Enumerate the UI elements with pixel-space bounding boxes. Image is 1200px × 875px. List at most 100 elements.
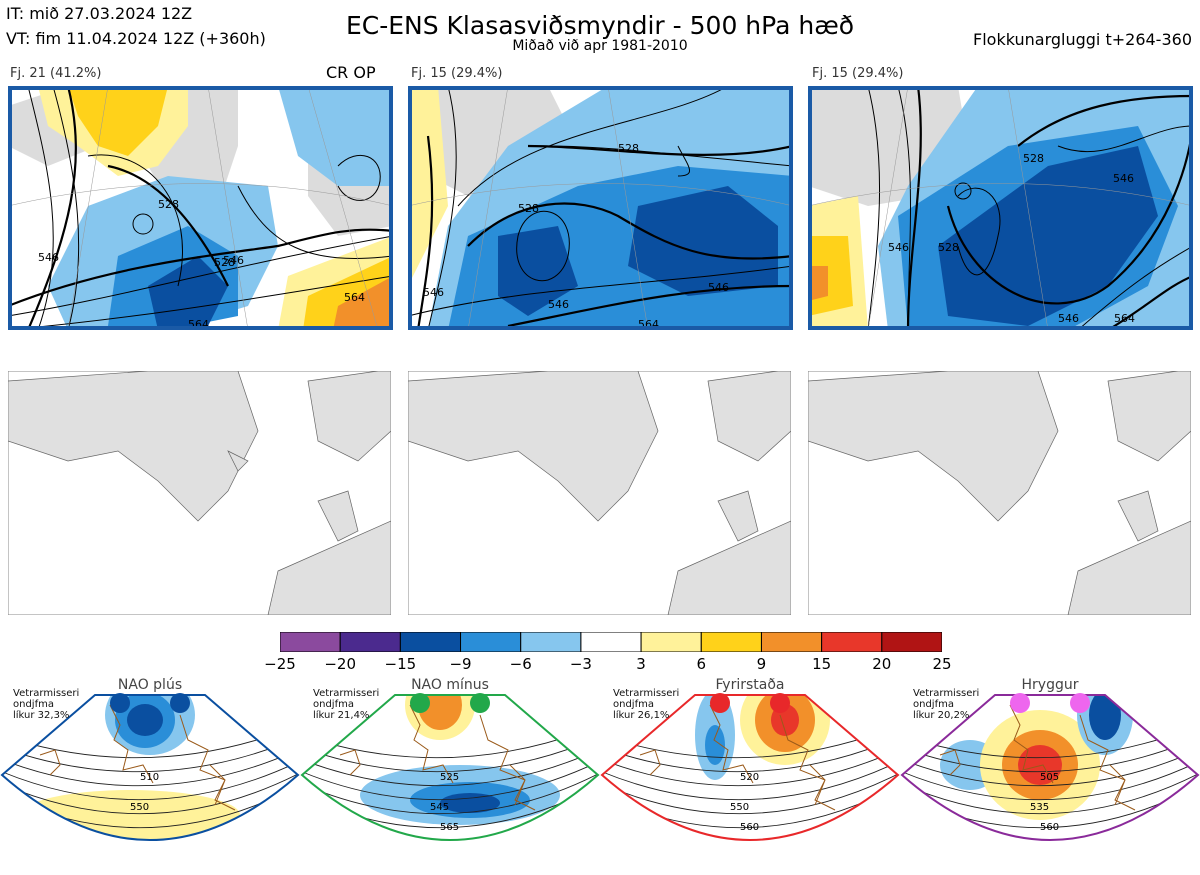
regime-info-line: Vetrarmisseri: [313, 688, 380, 699]
valid-time: VT: fim 11.04.2024 12Z (+360h): [6, 29, 266, 48]
contour-label: 528: [618, 142, 639, 155]
regime-info-line: ondjfma: [613, 699, 654, 710]
regime-contour-label: 520: [740, 772, 759, 783]
colorbar: [279, 631, 943, 653]
regime-info: Vetrarmisseri ondjfma líkur 32,3%: [13, 688, 79, 721]
colorbar-tick-label: 9: [756, 655, 767, 673]
regime-frame: [300, 694, 600, 841]
regime-dot: [710, 693, 730, 713]
regime-dot: [770, 693, 790, 713]
anomaly-blob: [127, 704, 163, 736]
contour-label: 546: [888, 241, 909, 254]
anomaly-blob: [418, 695, 462, 730]
anomaly-blob: [1089, 695, 1121, 740]
regime-info-line: ondjfma: [13, 699, 54, 710]
initial-time: IT: mið 27.03.2024 12Z: [6, 4, 193, 23]
colorbar-swatch: [760, 631, 823, 653]
empty-map-2: [408, 371, 791, 615]
contour-line: [902, 760, 1198, 801]
anomaly-blob: [440, 793, 500, 813]
contour-label: 528: [158, 198, 179, 211]
colorbar-tick-label: 25: [932, 655, 952, 673]
regime-dot: [1010, 693, 1030, 713]
regime-name: NAO plús: [117, 677, 183, 693]
regime-name: NAO mínus: [411, 677, 489, 693]
regime-frame: [600, 694, 900, 841]
contour-line: [902, 772, 1198, 815]
cluster-1-badge: CR OP: [326, 63, 376, 82]
contour-line: [602, 748, 898, 787]
anomaly-blob: [705, 725, 725, 765]
cluster-map-3: 546 528 528 546 546 564: [808, 86, 1193, 330]
contour-line: [2, 772, 298, 815]
colorbar-swatch: [640, 631, 702, 653]
colorbar-swatch: [580, 631, 642, 653]
regime-info: Vetrarmisseri ondjfma líkur 21,4%: [313, 688, 379, 721]
regime-dot: [470, 693, 490, 713]
cluster-map-1: 528 528 546 546 564 564: [8, 86, 393, 330]
regime-contour-label: 550: [730, 802, 749, 813]
regimes-row: 510 550 525 545 565 520 550 560 505 535 560: [0, 675, 1200, 871]
contour-line: [302, 772, 598, 815]
colorbar-tick-label: 15: [812, 655, 832, 673]
regime-info-line: líkur 20,2%: [913, 710, 970, 721]
colorbar-swatch: [279, 631, 341, 653]
regime-panel: 520 550 560: [600, 693, 900, 841]
cluster-1-label: Fj. 21 (41.2%): [10, 66, 102, 81]
regime-contour-label: 550: [130, 802, 149, 813]
anomaly-blob: [20, 790, 240, 840]
regime-contour-label: 545: [430, 802, 449, 813]
regime-dot: [1070, 693, 1090, 713]
contour-line: [602, 736, 898, 773]
contour-label: 546: [38, 251, 59, 264]
regime-contour-label: 510: [140, 772, 159, 783]
regime-contour-label: 560: [740, 822, 759, 833]
regime-info-line: ondjfma: [913, 699, 954, 710]
colorbar-swatch: [339, 631, 401, 653]
contour-line: [302, 736, 598, 773]
contour-label: 546: [1113, 172, 1134, 185]
coastline: [339, 704, 536, 811]
regime-info-line: ondjfma: [313, 699, 354, 710]
colorbar-tick-label: −9: [449, 655, 472, 673]
contour-label: 528: [518, 202, 539, 215]
contour-label: 528: [1023, 152, 1044, 165]
regime-info-line: Vetrarmisseri: [13, 688, 80, 699]
colorbar-tick-label: 3: [636, 655, 646, 673]
contour-line: [2, 748, 298, 787]
regime-contour-label: 565: [440, 822, 459, 833]
colorbar-swatch: [881, 631, 943, 653]
regime-contour-label: 505: [1040, 772, 1059, 783]
regime-dot: [410, 693, 430, 713]
regime-info: Vetrarmisseri ondjfma líkur 26,1%: [613, 688, 679, 721]
colorbar-swatch: [460, 631, 522, 653]
cluster-3-label: Fj. 15 (29.4%): [812, 66, 904, 81]
colorbar-tick-label: −20: [324, 655, 356, 673]
regime-dot: [170, 693, 190, 713]
colorbar-swatch: [520, 631, 582, 653]
regime-contour-label: 535: [1030, 802, 1049, 813]
contour-line: [2, 760, 298, 801]
contour-label: 546: [223, 254, 244, 267]
regime-info-line: líkur 26,1%: [613, 710, 670, 721]
anomaly-blob: [1018, 745, 1062, 785]
regime-contour-label: 560: [1040, 822, 1059, 833]
colorbar-tick-label: 6: [696, 655, 707, 673]
regime-info-line: Vetrarmisseri: [913, 688, 980, 699]
page-subtitle: Miðað við apr 1981-2010: [512, 38, 688, 54]
contour-label: 546: [1058, 312, 1079, 325]
regime-dot: [110, 693, 130, 713]
colorbar-tick-label: −15: [384, 655, 417, 673]
colorbar-swatch: [700, 631, 762, 653]
regime-contour-label: 525: [440, 772, 459, 783]
contour-line: [2, 736, 298, 773]
regime-frame: [0, 694, 300, 841]
contour-line: [902, 748, 1198, 787]
empty-map-1: [8, 371, 391, 615]
colorbar-tick-label: 20: [872, 655, 892, 673]
contour-line: [602, 772, 898, 815]
contour-label: 546: [708, 281, 729, 294]
coastline: [939, 704, 1136, 811]
coastline: [639, 704, 836, 811]
regime-info: Vetrarmisseri ondjfma líkur 20,2%: [913, 688, 979, 721]
